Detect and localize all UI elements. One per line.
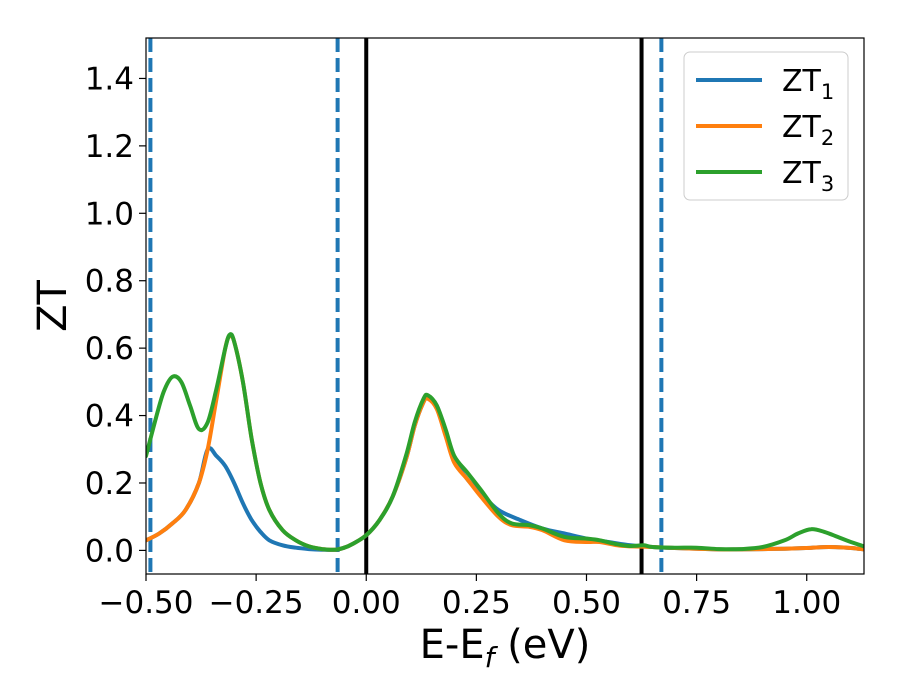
series-lines — [146, 332, 864, 552]
x-tick-label: 0.50 — [552, 585, 621, 621]
y-tick-label: 0.8 — [85, 264, 134, 300]
y-tick-label: 0.0 — [85, 533, 134, 569]
vertical-lines — [148, 38, 664, 574]
legend-box — [683, 51, 849, 201]
x-tick-label: −0.25 — [209, 585, 304, 621]
legend-label-zt3: ZT3 — [782, 156, 834, 196]
plot-frame — [145, 37, 865, 575]
y-tick-label: 0.4 — [85, 399, 134, 435]
series-line-zt3 — [146, 332, 864, 552]
y-tick-label: 0.2 — [85, 466, 134, 502]
x-tick-label: 0.25 — [442, 585, 511, 621]
y-axis-ticks: 0.0 0.2 0.4 0.6 0.8 1.0 1.2 1.4 — [85, 61, 146, 569]
legend-label-zt2: ZT2 — [782, 110, 834, 150]
x-tick-label: 1.00 — [772, 585, 841, 621]
x-axis-ticks: −0.50 −0.25 0.00 0.25 0.50 0.75 1.00 — [99, 574, 841, 621]
x-tick-label: −0.50 — [99, 585, 194, 621]
y-tick-label: 1.4 — [85, 61, 134, 97]
y-axis-label: ZT — [30, 280, 76, 332]
x-tick-label: 0.00 — [332, 585, 401, 621]
y-tick-label: 1.0 — [85, 196, 134, 232]
legend: ZT1 ZT2 ZT3 — [683, 51, 849, 201]
x-axis-label: E-Ef (eV) — [420, 622, 591, 674]
legend-label-zt1: ZT1 — [782, 64, 834, 104]
x-tick-label: 0.75 — [662, 585, 731, 621]
y-tick-label: 1.2 — [85, 129, 134, 165]
y-tick-label: 0.6 — [85, 331, 134, 367]
